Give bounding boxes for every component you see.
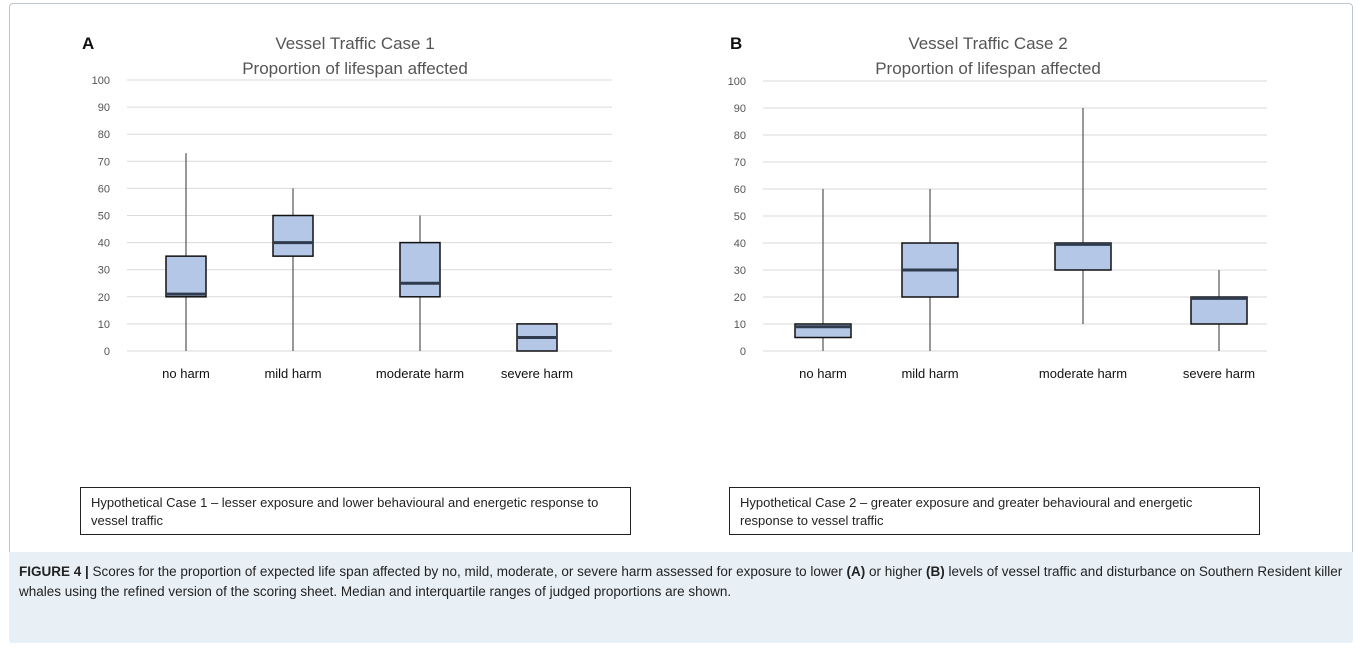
iqr-box [1054, 242, 1112, 271]
iqr-box [272, 214, 314, 257]
gridlines [127, 79, 612, 352]
x-category-label: severe harm [501, 366, 573, 381]
panel-letter-a: A [82, 34, 94, 53]
y-axis: 0 10 20 30 40 50 60 70 80 90 100 [92, 75, 110, 358]
gridlines [763, 80, 1267, 352]
y-tick-label: 20 [98, 292, 110, 304]
x-axis: no harm mild harm moderate harm severe harm [799, 366, 1255, 381]
y-tick-label: 90 [98, 102, 110, 114]
y-tick-label: 40 [98, 238, 110, 250]
y-tick-label: 100 [92, 75, 110, 87]
case-description-box-b: Hypothetical Case 2 – greater exposure a… [729, 487, 1260, 535]
y-tick-label: 60 [98, 183, 110, 195]
y-tick-label: 50 [98, 211, 110, 223]
chart-title-line2: Proportion of lifespan affected [875, 59, 1101, 78]
figure-label: FIGURE 4 | [19, 564, 89, 579]
iqr-box [165, 255, 207, 298]
caption-text-2: or higher [865, 564, 926, 579]
iqr-box [399, 241, 441, 298]
x-category-label: severe harm [1183, 366, 1255, 381]
y-tick-label: 40 [734, 238, 746, 250]
y-tick-label: 20 [734, 292, 746, 304]
panel-letter-b: B [730, 34, 742, 53]
x-category-label: no harm [799, 366, 847, 381]
y-tick-label: 100 [728, 76, 746, 88]
x-axis: no harm mild harm moderate harm severe harm [162, 366, 573, 381]
x-category-label: mild harm [901, 366, 958, 381]
chart-panel-a: A Vessel Traffic Case 1 Proportion of li… [82, 34, 612, 381]
caption-text-1: Scores for the proportion of expected li… [88, 564, 847, 579]
plot-area [794, 108, 1248, 351]
y-tick-label: 60 [734, 184, 746, 196]
x-category-label: moderate harm [1039, 366, 1127, 381]
y-tick-label: 90 [734, 103, 746, 115]
y-tick-label: 30 [734, 265, 746, 277]
x-category-label: moderate harm [376, 366, 464, 381]
caption-ref-a: (A) [846, 564, 866, 579]
y-tick-label: 70 [734, 157, 746, 169]
y-tick-label: 0 [104, 346, 110, 358]
x-category-label: mild harm [264, 366, 321, 381]
chart-title-line1: Vessel Traffic Case 1 [275, 34, 434, 53]
y-tick-label: 70 [98, 156, 110, 168]
y-axis: 0 10 20 30 40 50 60 70 80 90 100 [728, 76, 746, 358]
figure-caption: FIGURE 4 | Scores for the proportion of … [9, 552, 1353, 643]
chart-title-line1: Vessel Traffic Case 2 [908, 34, 1067, 53]
y-tick-label: 0 [740, 346, 746, 358]
y-tick-label: 30 [98, 265, 110, 277]
caption-text-3: levels of vessel traffic and disturbance… [19, 564, 1343, 599]
chart-panel-b: B Vessel Traffic Case 2 Proportion of li… [728, 34, 1267, 381]
x-category-label: no harm [162, 366, 210, 381]
caption-ref-b: (B) [926, 564, 945, 579]
y-tick-label: 10 [98, 319, 110, 331]
y-tick-label: 80 [734, 130, 746, 142]
case-description-box-a: Hypothetical Case 1 – lesser exposure an… [80, 487, 631, 535]
y-tick-label: 80 [98, 129, 110, 141]
plot-area [165, 153, 558, 352]
chart-title-line2: Proportion of lifespan affected [242, 59, 468, 78]
y-tick-label: 10 [734, 319, 746, 331]
iqr-box [1190, 296, 1248, 325]
y-tick-label: 50 [734, 211, 746, 223]
